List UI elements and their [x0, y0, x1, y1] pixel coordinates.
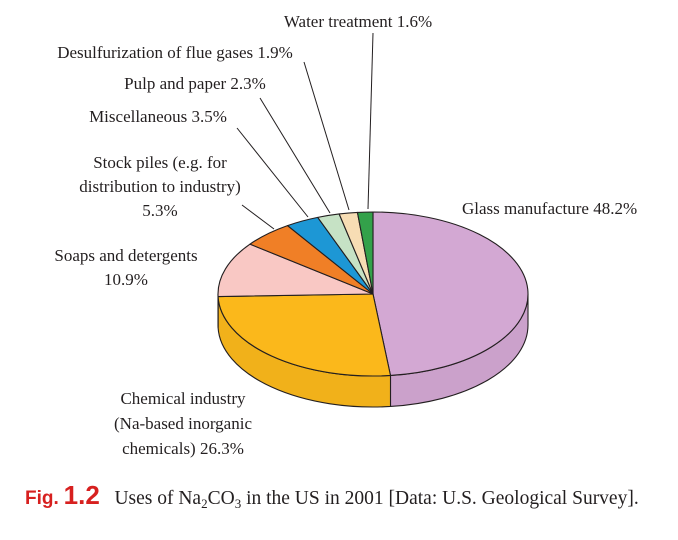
label-desulf: Desulfurization of flue gases 1.9% — [57, 43, 293, 62]
label-stock: Stock piles (e.g. for distribution to ind… — [79, 153, 241, 220]
label-stock-line: distribution to industry) — [79, 177, 241, 196]
leader-misc — [236, 127, 309, 218]
caption-text-mid: CO — [207, 488, 235, 509]
label-water: Water treatment 1.6% — [284, 12, 432, 31]
label-soaps: Soaps and detergents 10.9% — [54, 246, 197, 289]
slice-water — [356, 211, 374, 295]
label-chemical-line: chemicals) 26.3% — [122, 439, 244, 458]
slice-chemical — [217, 293, 392, 377]
slice-glass — [372, 211, 529, 377]
leader-lines — [236, 32, 374, 230]
label-stock-line: Stock piles (e.g. for — [93, 153, 227, 172]
label-chemical: Chemical industry (Na-based inorganic chem… — [114, 389, 252, 458]
label-desulf-line: Desulfurization of flue gases 1.9% — [57, 43, 293, 62]
slice-soaps — [217, 243, 374, 298]
pie-top-slices — [217, 211, 529, 377]
label-glass: Glass manufacture 48.2% — [462, 199, 637, 218]
label-pulp-line: Pulp and paper 2.3% — [124, 74, 266, 93]
label-chemical-line: Chemical industry — [120, 389, 246, 408]
caption-text-after: in the US in 2001 [Data: U.S. Geological… — [241, 488, 639, 509]
leader-pulp — [259, 97, 331, 214]
label-glass-line: Glass manufacture 48.2% — [462, 199, 637, 218]
label-water-line: Water treatment 1.6% — [284, 12, 432, 31]
leader-water — [367, 32, 374, 210]
caption-subscript-1: 2 — [201, 496, 208, 511]
label-soaps-line: Soaps and detergents — [54, 246, 197, 265]
figure-number: 1.2 — [63, 480, 100, 510]
label-pulp: Pulp and paper 2.3% — [124, 74, 266, 93]
figure-caption: Fig. 1.2 Uses of Na2CO3 in the US in 200… — [25, 482, 665, 512]
label-misc: Miscellaneous 3.5% — [89, 107, 227, 126]
label-chemical-line: (Na-based inorganic — [114, 414, 252, 433]
caption-text-before: Uses of Na — [114, 488, 202, 509]
label-soaps-line: 10.9% — [104, 270, 148, 289]
figure-label: Fig. — [25, 488, 59, 509]
slice-labels: Glass manufacture 48.2% Chemical industry… — [54, 12, 637, 458]
leader-desulf — [303, 61, 350, 211]
label-misc-line: Miscellaneous 3.5% — [89, 107, 227, 126]
leader-stock — [241, 204, 275, 230]
label-stock-line: 5.3% — [142, 201, 177, 220]
caption-subscript-2: 3 — [234, 496, 242, 511]
